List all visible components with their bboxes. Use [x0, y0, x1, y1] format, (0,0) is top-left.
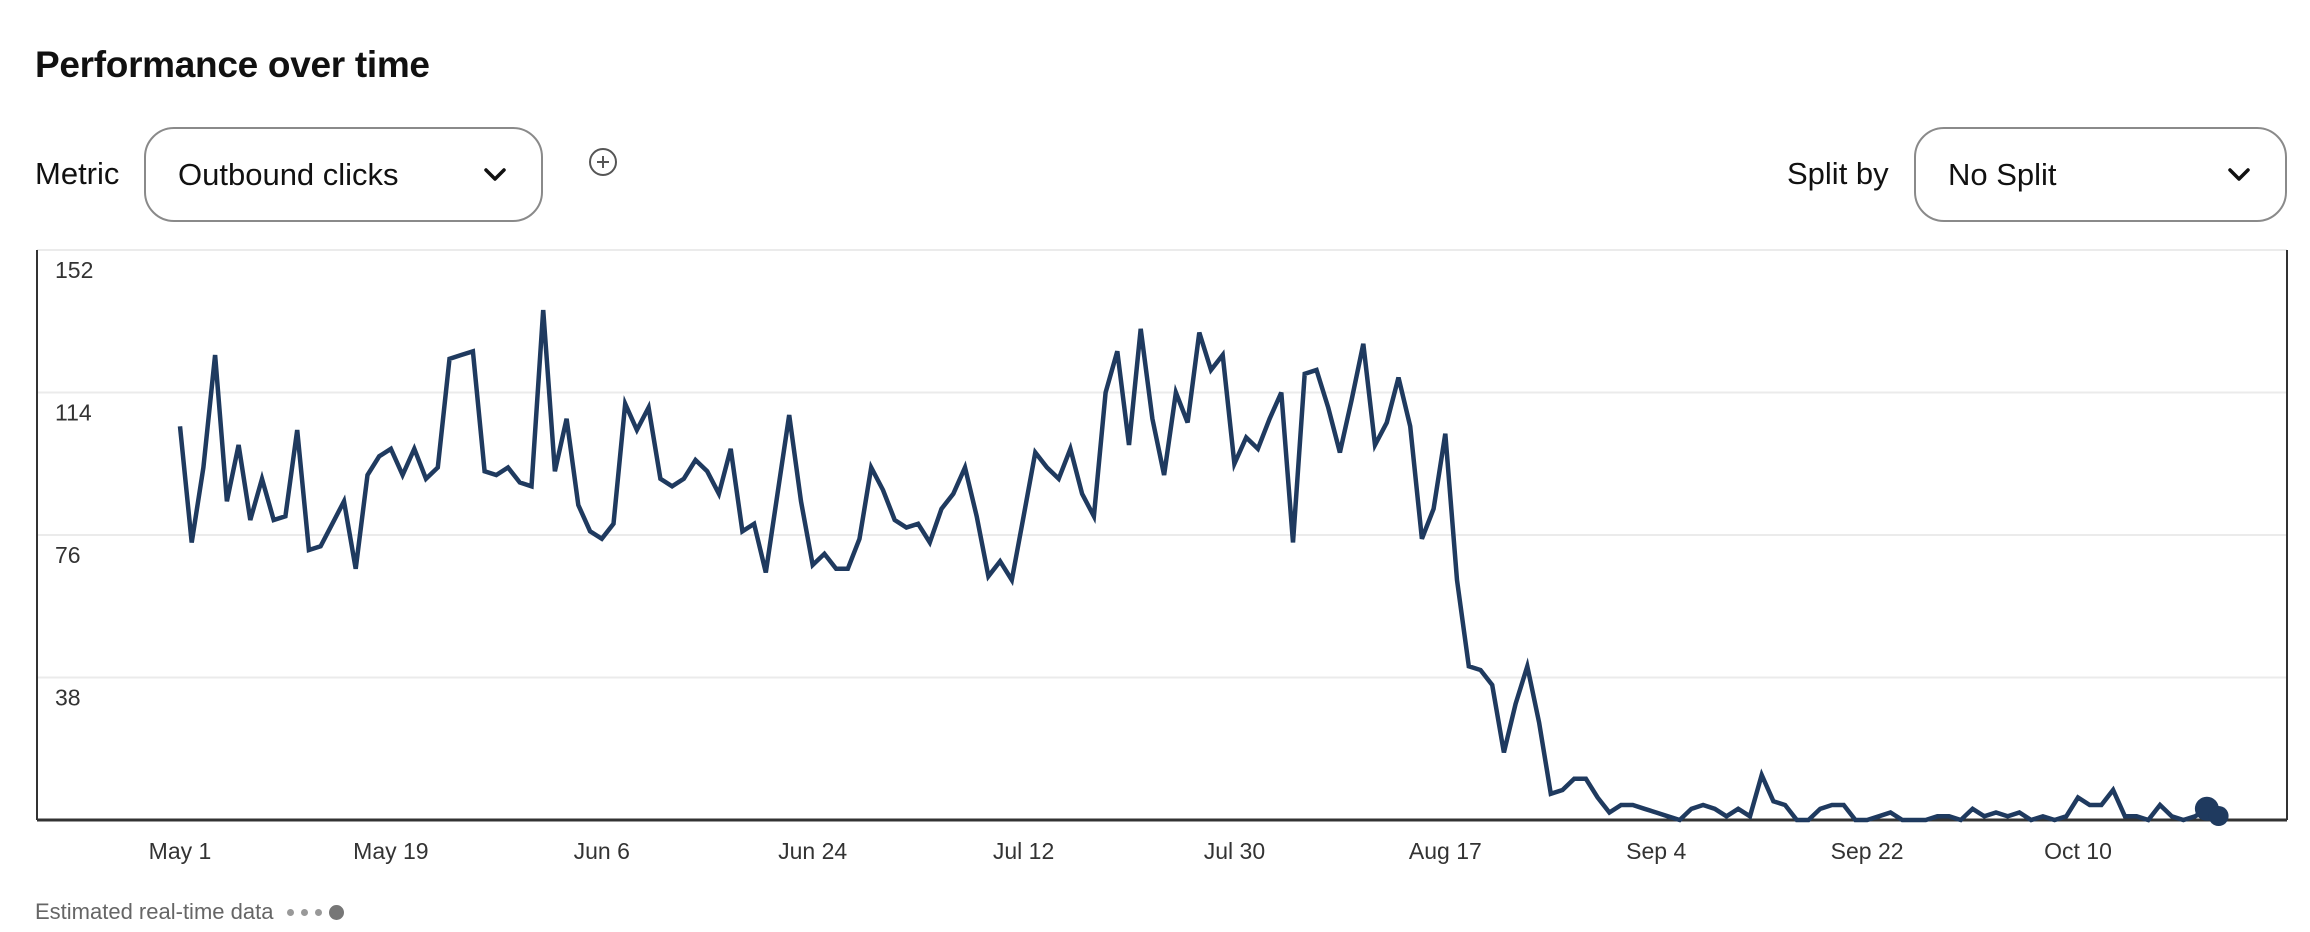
- y-tick-label: 38: [55, 685, 81, 711]
- estimated-dots-icon: [287, 904, 345, 920]
- x-tick-label: Jul 12: [993, 838, 1054, 864]
- metric-dropdown[interactable]: Outbound clicks: [144, 127, 543, 222]
- metric-label: Metric: [35, 156, 120, 191]
- plus-circle-icon: [589, 148, 617, 176]
- x-tick-label: May 1: [149, 838, 212, 864]
- split-by-dropdown[interactable]: No Split: [1914, 127, 2287, 222]
- page-title: Performance over time: [35, 44, 430, 85]
- add-metric-button[interactable]: [588, 147, 618, 177]
- metric-dropdown-value: Outbound clicks: [178, 156, 399, 192]
- estimated-data-legend: Estimated real-time data: [35, 899, 345, 925]
- x-tick-label: Jun 6: [574, 838, 630, 864]
- split-by-label: Split by: [1787, 156, 1889, 191]
- x-tick-label: Sep 22: [1831, 838, 1904, 864]
- y-tick-label: 76: [55, 542, 81, 568]
- chevron-down-icon: [481, 161, 509, 189]
- y-tick-label: 152: [55, 257, 93, 283]
- chevron-down-icon: [2225, 161, 2253, 189]
- outbound-clicks-line: [177, 309, 2220, 823]
- x-tick-label: Sep 4: [1626, 838, 1686, 864]
- x-tick-label: Oct 10: [2044, 838, 2112, 864]
- y-tick-label: 114: [55, 400, 92, 426]
- split-by-dropdown-value: No Split: [1948, 156, 2057, 192]
- x-tick-label: Jul 30: [1204, 838, 1265, 864]
- x-tick-label: Aug 17: [1409, 838, 1482, 864]
- legend-label: Estimated real-time data: [35, 899, 274, 924]
- x-tick-label: May 19: [353, 838, 428, 864]
- estimated-data-point: [2208, 806, 2229, 826]
- x-tick-label: Jun 24: [778, 838, 847, 864]
- performance-line-chart: 38 76 114 152 May 1 May 19 Jun 6 Jun 24 Jul 12 Ju…: [36, 249, 2288, 864]
